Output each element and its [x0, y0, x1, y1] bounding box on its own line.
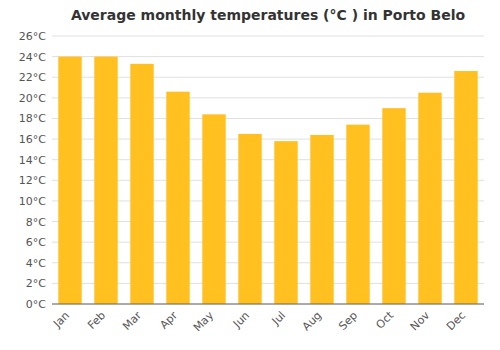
x-tick-label: Nov: [408, 309, 433, 334]
chart-title: Average monthly temperatures (°C ) in Po…: [71, 7, 466, 23]
x-axis: Jan Feb Mar Apr May Jun Jul Aug Sep Oct Nov Dec: [50, 308, 468, 334]
y-tick-label: 26°C: [19, 30, 46, 43]
bar: [382, 108, 405, 304]
y-tick-label: 24°C: [19, 51, 46, 64]
grid: [52, 36, 484, 304]
x-tick-label: Jun: [230, 309, 252, 331]
y-tick-label: 4°C: [26, 257, 46, 270]
x-tick-label: Jan: [50, 309, 72, 331]
bars: [58, 57, 477, 304]
y-tick-label: 2°C: [26, 277, 46, 290]
bar: [454, 71, 477, 304]
y-tick-label: 0°C: [26, 298, 46, 311]
bar: [94, 57, 117, 304]
x-tick-label: Apr: [157, 309, 180, 332]
bar: [310, 135, 333, 304]
bar: [274, 141, 297, 304]
y-tick-label: 6°C: [26, 236, 46, 249]
bar: [166, 92, 189, 304]
y-tick-label: 16°C: [19, 133, 46, 146]
grid-line: [52, 36, 484, 37]
y-tick-label: 8°C: [26, 216, 46, 229]
x-tick-label: Aug: [300, 309, 324, 333]
bar: [58, 57, 81, 304]
bar: [418, 93, 441, 304]
x-axis-line: [52, 304, 484, 305]
y-tick-label: 12°C: [19, 174, 46, 187]
bar: [238, 134, 261, 304]
y-axis: 0°C 2°C 4°C 6°C 8°C 10°C 12°C 14°C 16°C 18°C 20°C 2…: [19, 30, 46, 311]
bar: [346, 125, 369, 304]
bar: [202, 114, 225, 304]
x-tick-label: Dec: [444, 309, 468, 333]
x-tick-label: Feb: [85, 309, 108, 332]
chart-svg: Average monthly temperatures (°C ) in Po…: [0, 0, 500, 350]
chart-container: Average monthly temperatures (°C ) in Po…: [0, 0, 500, 350]
grid-line: [52, 304, 484, 305]
y-tick-label: 22°C: [19, 71, 46, 84]
y-tick-label: 20°C: [19, 92, 46, 105]
x-tick-label: Oct: [373, 308, 396, 331]
y-tick-label: 18°C: [19, 112, 46, 125]
bar: [130, 64, 153, 304]
x-tick-label: Sep: [336, 309, 360, 333]
x-tick-label: Jul: [269, 309, 288, 328]
x-tick-label: May: [191, 309, 217, 335]
y-tick-label: 10°C: [19, 195, 46, 208]
x-tick-label: Mar: [120, 309, 144, 333]
y-tick-label: 14°C: [19, 154, 46, 167]
